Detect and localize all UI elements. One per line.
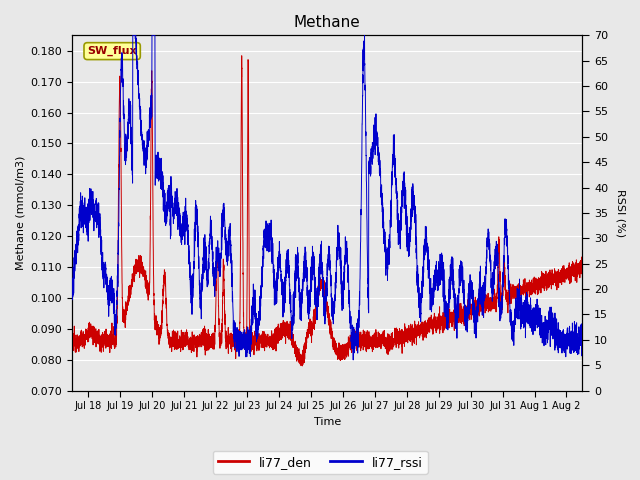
Title: Methane: Methane — [294, 15, 360, 30]
Y-axis label: RSSI (%): RSSI (%) — [615, 189, 625, 237]
Legend: li77_den, li77_rssi: li77_den, li77_rssi — [212, 451, 428, 474]
Text: SW_flux: SW_flux — [87, 46, 137, 56]
X-axis label: Time: Time — [314, 417, 341, 427]
Y-axis label: Methane (mmol/m3): Methane (mmol/m3) — [15, 156, 25, 270]
